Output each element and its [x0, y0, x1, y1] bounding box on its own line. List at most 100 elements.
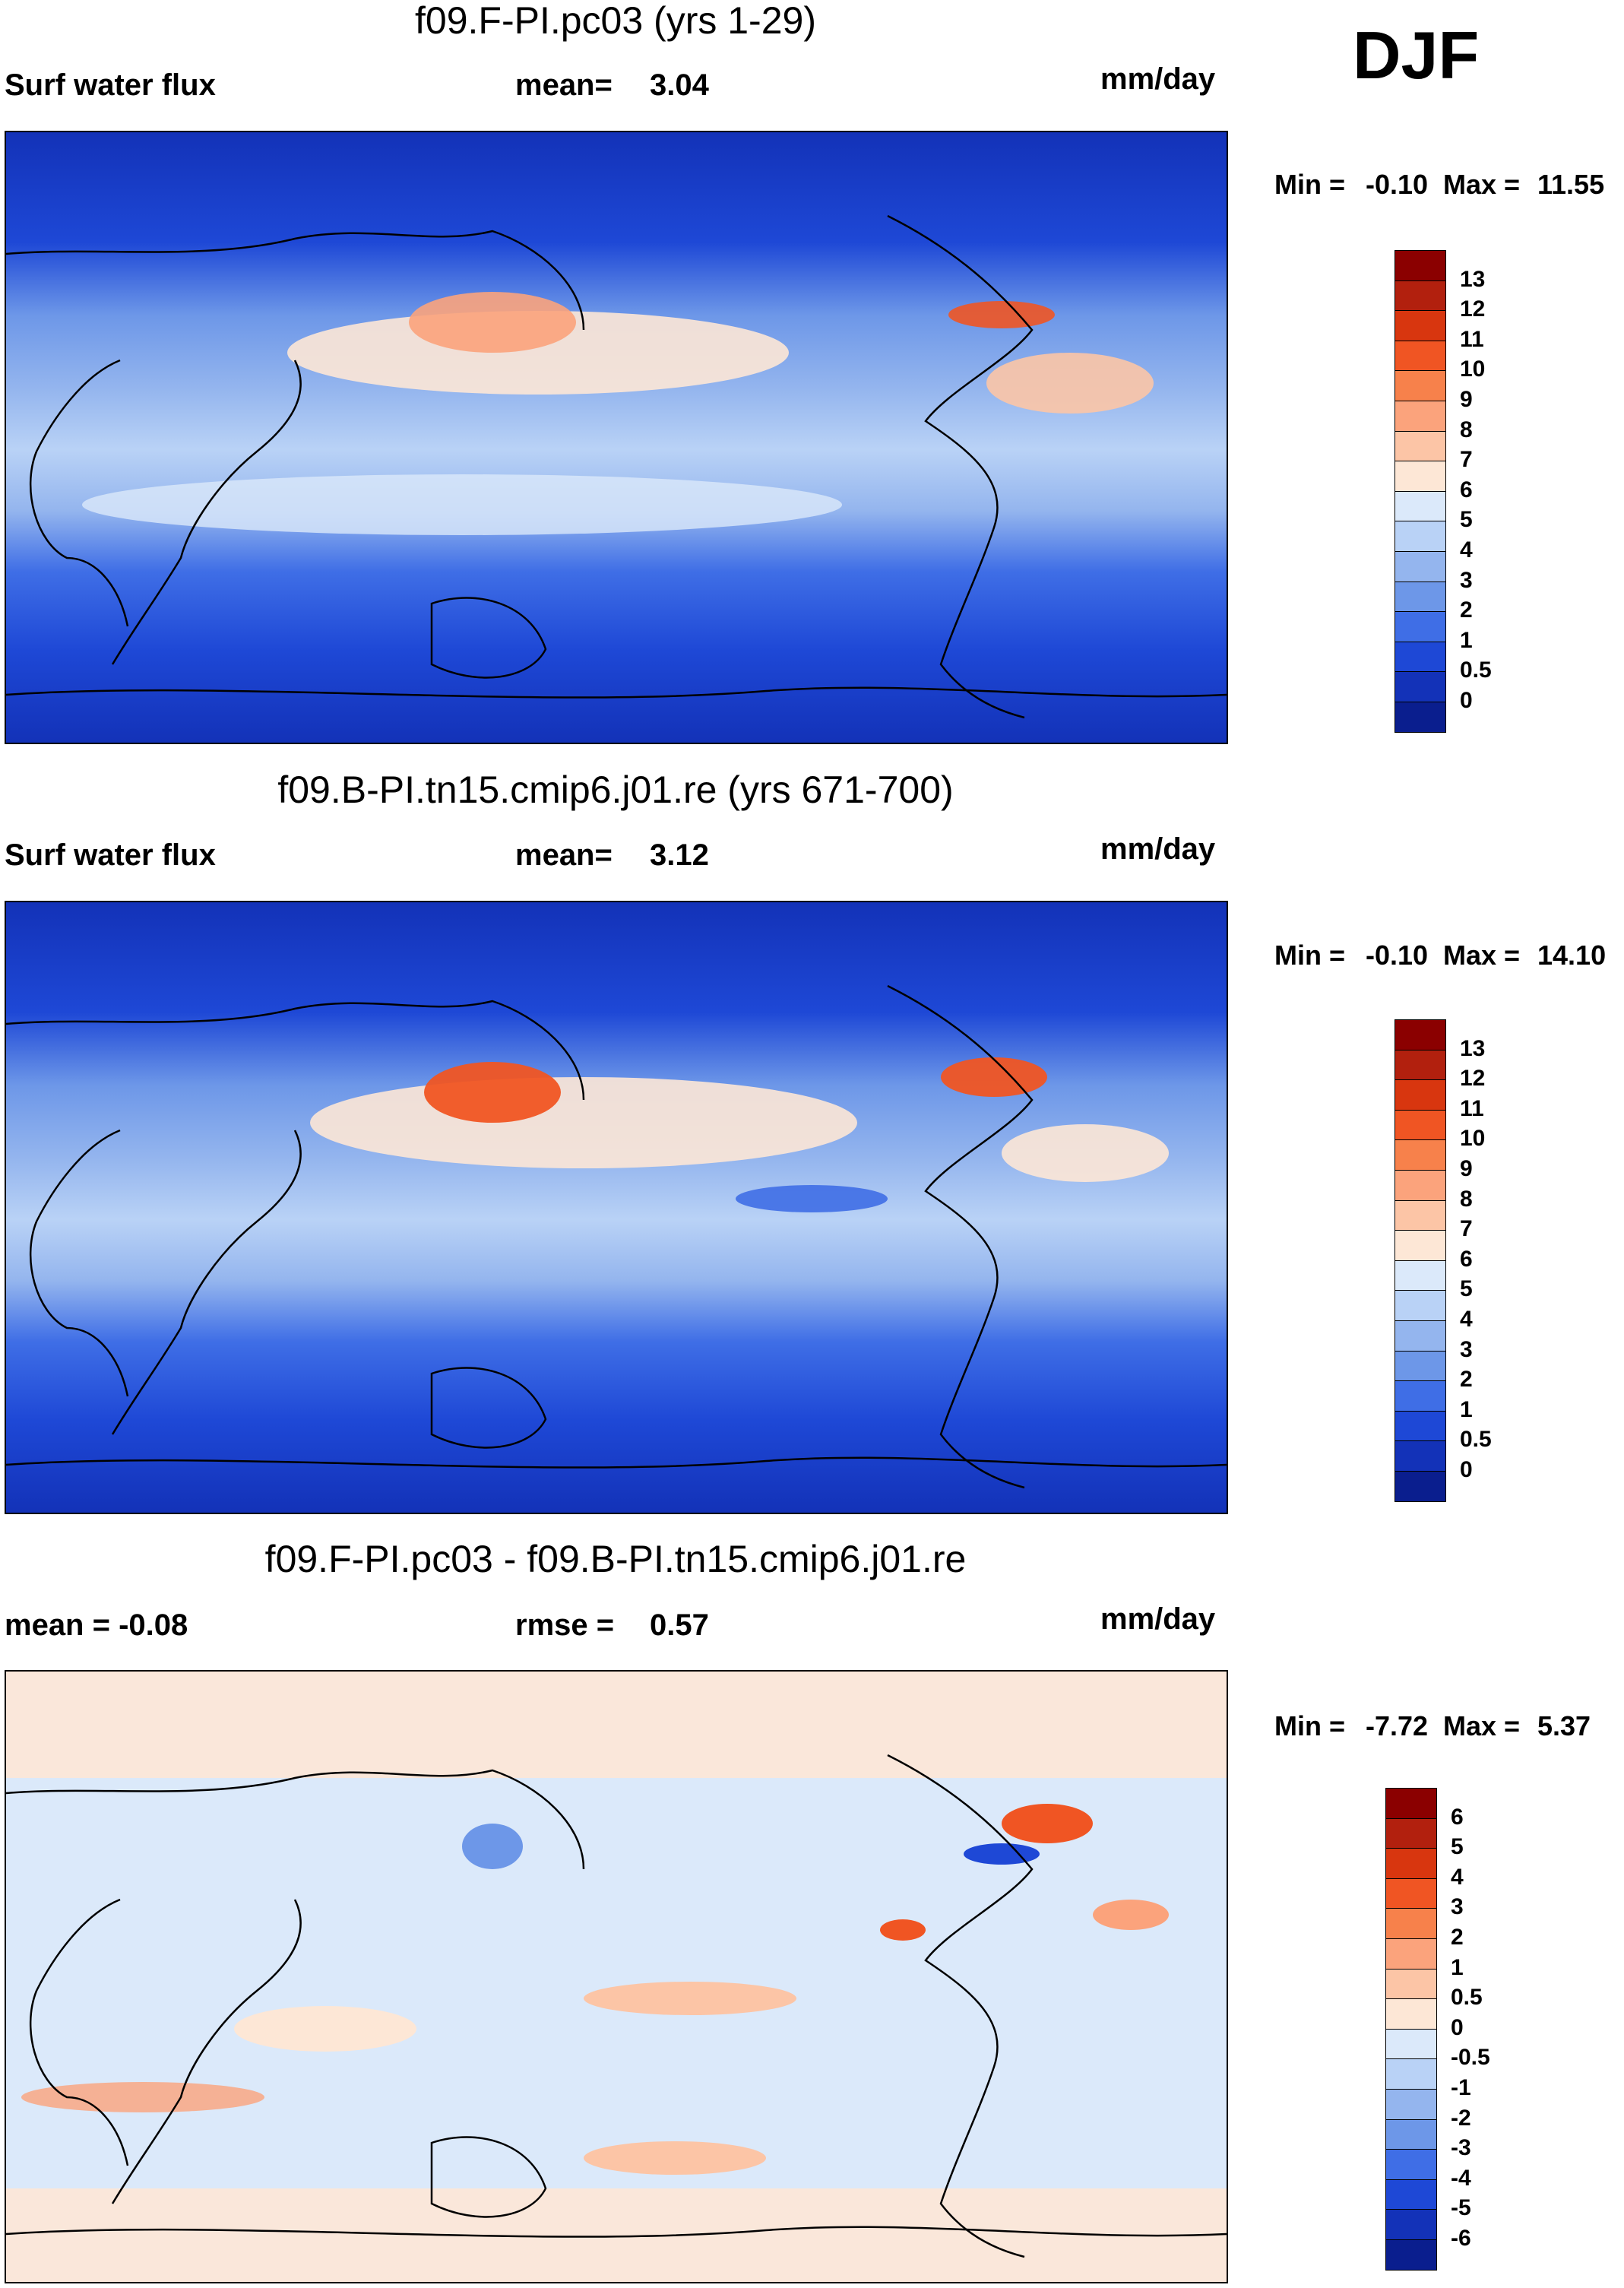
panel-1-colorbar-swatch [1394, 702, 1446, 734]
panel-3-colorbar: 6 5 4 3 2 1 0.5 0 -0.5 -1 -2 -3 -4 -5 -6 [1385, 1788, 1543, 2277]
panel-1-atlantic-feature [986, 353, 1154, 414]
panel-3-colorbar-swatch [1385, 1968, 1437, 2000]
panel-1-gulf-stream-feature [948, 301, 1055, 328]
panel-1-colorbar-swatch [1394, 280, 1446, 312]
panel-3-colorbar-tick-label: -2 [1451, 2105, 1471, 2131]
panel-3-colorbar-swatch [1385, 2179, 1437, 2210]
panel-1-colorbar-tick-label: 12 [1460, 296, 1486, 322]
panel-3-min-label: Min = [1274, 1710, 1346, 1741]
panel-3-colorbar-tick-label: -5 [1451, 2195, 1471, 2221]
panel-1-max-value: 11.55 [1537, 169, 1605, 200]
panel-1-colorbar-tick-label: 3 [1460, 567, 1473, 593]
panel-3-patch-a [234, 2006, 416, 2052]
panel-1-colorbar-swatch [1394, 310, 1446, 342]
panel-2-map [5, 901, 1228, 1514]
panel-2-kuroshio-feature [424, 1062, 561, 1123]
panel-1-colorbar-swatch [1394, 641, 1446, 673]
panel-1-colorbar-tick-label: 2 [1460, 597, 1473, 623]
panel-3-colorbar-swatch [1385, 2239, 1437, 2271]
panel-3-colorbar-tick-label: -4 [1451, 2165, 1471, 2191]
panel-3-colorbar-swatch [1385, 2209, 1437, 2241]
panel-2-max-value: 14.10 [1537, 940, 1607, 971]
panel-2-colorbar-swatch [1394, 1471, 1446, 1503]
panel-2-colorbar-swatch [1394, 1199, 1446, 1231]
panel-3-mean-label: mean = -0.08 [5, 1608, 188, 1642]
panel-2-min-label: Min = [1274, 940, 1346, 971]
panel-1-colorbar-tick-label: 10 [1460, 357, 1486, 382]
panel-3-rmse-label: rmse = [515, 1608, 615, 1642]
panel-3-colorbar-swatch [1385, 1998, 1437, 2030]
panel-3-coastlines [6, 1754, 1227, 2258]
panel-2-colorbar-swatch [1394, 1079, 1446, 1111]
panel-2-colorbar-tick-label: 4 [1460, 1307, 1473, 1332]
panel-2-colorbar-tick-label: 1 [1460, 1396, 1473, 1422]
panel-1-field [6, 132, 1227, 743]
panel-1-colorbar-tick-label: 9 [1460, 387, 1473, 412]
panel-2-colorbar-tick-label: 5 [1460, 1276, 1473, 1302]
panel-1-colorbar-tick-label: 0.5 [1460, 658, 1492, 683]
panel-3-gulf-stream-neg [964, 1843, 1040, 1865]
panel-1-colorbar-swatch [1394, 581, 1446, 613]
panel-3-antarctic-band [6, 2188, 1227, 2282]
panel-3-colorbar-swatch [1385, 2089, 1437, 2121]
panel-1-southern-band [82, 474, 842, 535]
panel-3-colorbar-tick-label: 4 [1451, 1864, 1464, 1890]
panel-3-patch-c [584, 2141, 766, 2175]
season-label: DJF [1353, 17, 1480, 93]
panel-1-coastlines [6, 214, 1227, 719]
panel-1-map [5, 131, 1228, 744]
panel-1-colorbar-tick-label: 6 [1460, 477, 1473, 502]
panel-2-atlantic-feature [1002, 1124, 1169, 1182]
panel-3-colorbar-tick-label: -3 [1451, 2135, 1471, 2161]
panel-3-atlantic-pos [1002, 1804, 1093, 1843]
panel-3-colorbar-tick-label: -6 [1451, 2226, 1471, 2251]
panel-1-colorbar-swatch [1394, 430, 1446, 462]
panel-1-kuroshio-feature [409, 292, 576, 353]
panel-2-colorbar-tick-label: 9 [1460, 1156, 1473, 1181]
panel-1-colorbar-tick-label: 11 [1460, 326, 1484, 352]
panel-2-colorbar-swatch [1394, 1139, 1446, 1171]
panel-3-colorbar-swatch [1385, 1788, 1437, 1820]
panel-2-colorbar-swatch [1394, 1019, 1446, 1051]
panel-2-colorbar: 13 12 11 10 9 8 7 6 5 4 3 2 1 0.5 0 [1394, 1019, 1553, 1509]
panel-2-colorbar-tick-label: 8 [1460, 1186, 1473, 1212]
panel-3-colorbar-tick-label: -1 [1451, 2075, 1471, 2100]
panel-2-mean-label: mean= [515, 838, 613, 872]
panel-2-max-label: Max = [1443, 940, 1521, 971]
panel-1-mean-value: 3.04 [650, 68, 709, 102]
panel-2-colorbar-swatch [1394, 1410, 1446, 1442]
panel-2-colorbar-tick-label: 0.5 [1460, 1427, 1492, 1453]
panel-3-colorbar-swatch [1385, 1908, 1437, 1940]
panel-1-colorbar-swatch [1394, 611, 1446, 643]
panel-2-colorbar-swatch [1394, 1049, 1446, 1081]
panel-3-patch-e [1093, 1900, 1169, 1930]
panel-2-colorbar-tick-label: 7 [1460, 1216, 1473, 1242]
panel-3-colorbar-swatch [1385, 2058, 1437, 2090]
panel-1-title: f09.F-PI.pc03 (yrs 1-29) [415, 0, 816, 42]
panel-1-colorbar-tick-label: 13 [1460, 266, 1486, 292]
panel-2-colorbar-swatch [1394, 1320, 1446, 1352]
panel-3-colorbar-tick-label: 5 [1451, 1834, 1464, 1860]
panel-3-colorbar-swatch [1385, 1938, 1437, 1970]
panel-2-colorbar-swatch [1394, 1380, 1446, 1412]
panel-1-pacific-band [287, 311, 789, 395]
panel-2-colorbar-tick-label: 6 [1460, 1246, 1473, 1272]
panel-1-colorbar-tick-label: 5 [1460, 507, 1473, 533]
panel-2-colorbar-tick-label: 13 [1460, 1035, 1486, 1061]
panel-1-colorbar-tick-label: 0 [1460, 688, 1473, 713]
panel-1-max-label: Max = [1443, 169, 1521, 200]
panel-3-colorbar-tick-label: 1 [1451, 1954, 1464, 1980]
panel-2-colorbar-tick-label: 2 [1460, 1367, 1473, 1393]
panel-1-colorbar-swatch [1394, 461, 1446, 493]
panel-1-mean-label: mean= [515, 68, 613, 102]
panel-2-colorbar-swatch [1394, 1290, 1446, 1322]
panel-2-colorbar-swatch [1394, 1109, 1446, 1141]
panel-1-colorbar-swatch [1394, 671, 1446, 703]
panel-2-colorbar-swatch [1394, 1170, 1446, 1202]
panel-3-units: mm/day [1100, 1602, 1216, 1636]
panel-2-variable-label: Surf water flux [5, 838, 216, 872]
panel-3-caribbean-pos [880, 1919, 926, 1941]
panel-3-map [5, 1670, 1228, 2283]
panel-2-colorbar-tick-label: 0 [1460, 1457, 1473, 1482]
panel-3-colorbar-swatch [1385, 2149, 1437, 2181]
